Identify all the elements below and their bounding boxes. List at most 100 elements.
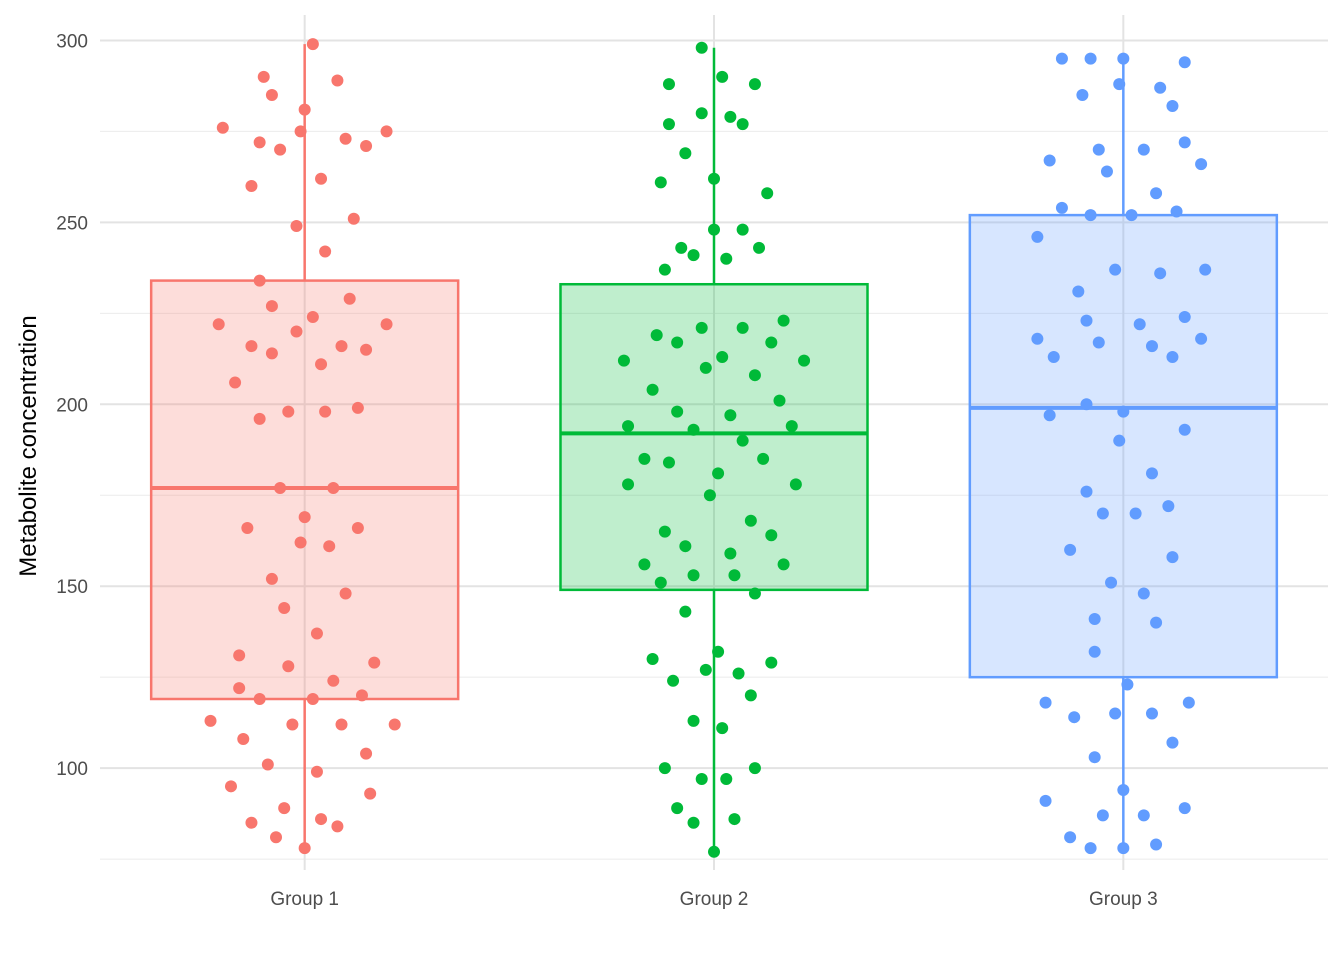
data-point <box>1195 332 1208 345</box>
data-point <box>298 842 311 855</box>
data-point <box>335 340 348 353</box>
data-point <box>1084 209 1097 222</box>
data-point <box>253 136 266 149</box>
data-point <box>360 747 373 760</box>
data-point <box>1084 842 1097 855</box>
data-point <box>388 718 401 731</box>
data-point <box>265 300 278 313</box>
data-point <box>761 187 774 200</box>
data-point <box>1043 409 1056 422</box>
data-point <box>343 292 356 305</box>
data-point <box>720 252 733 265</box>
data-point <box>286 718 299 731</box>
data-point <box>708 223 720 236</box>
data-point <box>298 103 311 116</box>
data-point <box>1080 398 1093 411</box>
data-point <box>331 74 344 87</box>
y-axis-tick-labels: 100 150 200 250 300 <box>56 31 88 780</box>
data-point <box>1117 842 1130 855</box>
data-point <box>662 456 675 469</box>
data-point <box>736 321 749 334</box>
data-point <box>1047 351 1060 363</box>
points-group-2 <box>617 41 811 858</box>
data-point <box>732 667 745 680</box>
data-point <box>765 529 778 542</box>
data-point <box>212 318 225 331</box>
data-point <box>319 405 332 418</box>
data-point <box>1064 543 1077 556</box>
data-point <box>1100 165 1113 178</box>
data-point <box>1182 696 1195 709</box>
data-point <box>1129 507 1142 520</box>
data-point <box>716 722 729 735</box>
data-point <box>1113 434 1126 447</box>
data-point <box>282 660 295 673</box>
data-point <box>327 481 340 494</box>
data-point <box>687 816 700 829</box>
data-point <box>1125 209 1138 222</box>
data-point <box>253 693 266 705</box>
data-point <box>380 318 393 331</box>
data-point <box>278 802 291 815</box>
data-point <box>290 220 303 233</box>
data-point <box>679 540 692 553</box>
data-point <box>1162 500 1175 513</box>
data-point <box>274 481 287 494</box>
data-point <box>315 358 328 371</box>
data-point <box>789 478 802 491</box>
data-point <box>1088 612 1101 625</box>
data-point <box>654 176 667 189</box>
box-iqr <box>968 213 1279 679</box>
data-point <box>679 147 692 160</box>
data-point <box>294 125 307 138</box>
data-point <box>671 336 684 349</box>
data-point <box>1092 143 1105 156</box>
data-point <box>1166 551 1179 564</box>
data-point <box>245 180 258 192</box>
data-point <box>716 70 729 83</box>
data-point <box>233 682 246 695</box>
y-tick-label: 250 <box>56 213 88 234</box>
data-point <box>1088 645 1101 658</box>
data-point <box>1092 336 1105 349</box>
data-point <box>245 816 258 829</box>
data-point <box>253 274 266 287</box>
data-point <box>671 802 684 815</box>
data-point <box>1150 616 1163 629</box>
data-point <box>671 405 684 418</box>
data-point <box>757 452 770 465</box>
y-tick-label: 200 <box>56 395 88 416</box>
data-point <box>368 656 381 669</box>
data-point <box>654 576 667 589</box>
x-tick-label: Group 3 <box>1089 889 1158 910</box>
data-point <box>679 605 692 618</box>
points-group-3 <box>1031 52 1212 855</box>
data-point <box>712 645 725 658</box>
data-point <box>306 38 319 51</box>
data-point <box>1055 201 1068 214</box>
data-point <box>306 310 319 323</box>
data-point <box>1076 89 1089 102</box>
data-point <box>1178 136 1191 149</box>
data-point <box>335 718 348 731</box>
data-point <box>237 733 250 746</box>
data-point <box>224 780 237 793</box>
data-point <box>1145 340 1158 353</box>
data-point <box>261 758 274 771</box>
data-point <box>257 70 270 83</box>
data-point <box>327 674 340 687</box>
data-point <box>712 467 725 480</box>
data-point <box>241 522 254 534</box>
data-point <box>703 489 716 502</box>
data-point <box>1117 405 1130 418</box>
data-point <box>728 569 741 582</box>
data-point <box>1105 576 1118 589</box>
data-point <box>777 558 790 571</box>
data-point <box>662 78 675 91</box>
data-point <box>1055 52 1068 65</box>
data-point <box>662 118 675 131</box>
data-point <box>736 223 749 236</box>
data-point <box>748 587 761 600</box>
data-point <box>360 343 373 356</box>
